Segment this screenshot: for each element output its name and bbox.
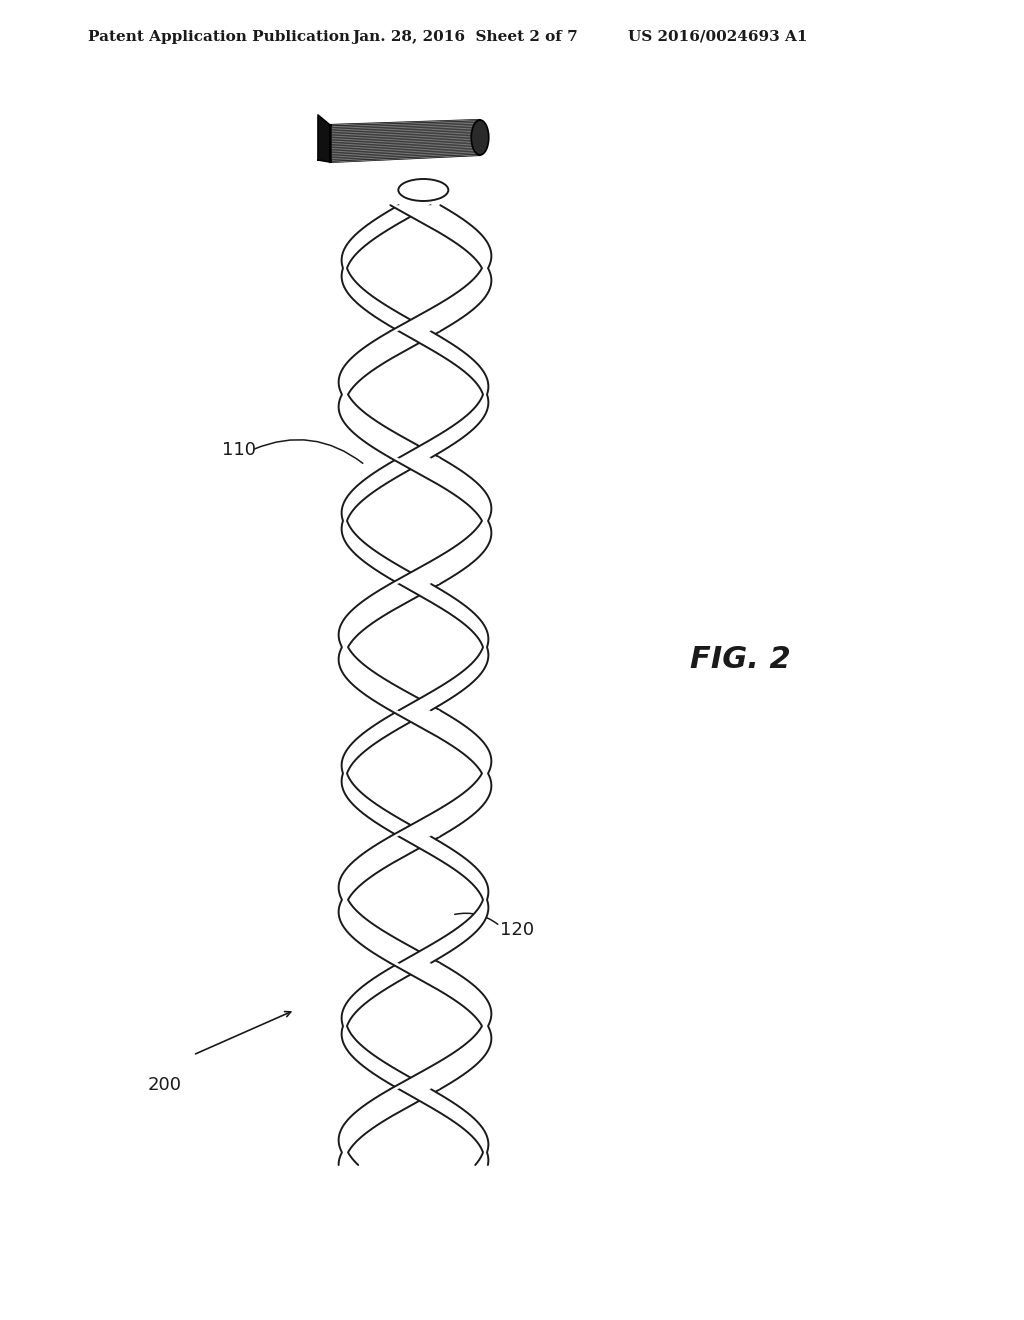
Polygon shape bbox=[399, 1089, 488, 1166]
Polygon shape bbox=[390, 964, 492, 1089]
Polygon shape bbox=[339, 837, 440, 962]
Polygon shape bbox=[342, 710, 431, 837]
Polygon shape bbox=[390, 205, 492, 331]
Polygon shape bbox=[399, 331, 488, 458]
Polygon shape bbox=[339, 583, 440, 710]
Text: Jan. 28, 2016  Sheet 2 of 7: Jan. 28, 2016 Sheet 2 of 7 bbox=[352, 30, 578, 44]
Polygon shape bbox=[318, 115, 330, 162]
Text: 110: 110 bbox=[222, 441, 256, 459]
Polygon shape bbox=[390, 458, 492, 583]
Polygon shape bbox=[399, 583, 488, 710]
Polygon shape bbox=[399, 837, 488, 962]
Polygon shape bbox=[339, 331, 440, 458]
Text: 200: 200 bbox=[148, 1076, 182, 1094]
Text: FIG. 2: FIG. 2 bbox=[690, 645, 791, 675]
Polygon shape bbox=[330, 120, 480, 162]
Ellipse shape bbox=[398, 180, 449, 201]
Polygon shape bbox=[339, 1089, 439, 1166]
Text: Patent Application Publication: Patent Application Publication bbox=[88, 30, 350, 44]
Polygon shape bbox=[342, 205, 431, 331]
Text: US 2016/0024693 A1: US 2016/0024693 A1 bbox=[628, 30, 808, 44]
Ellipse shape bbox=[471, 120, 488, 154]
Polygon shape bbox=[342, 964, 431, 1089]
Polygon shape bbox=[342, 458, 431, 583]
Text: 120: 120 bbox=[500, 921, 535, 939]
Polygon shape bbox=[390, 710, 492, 837]
